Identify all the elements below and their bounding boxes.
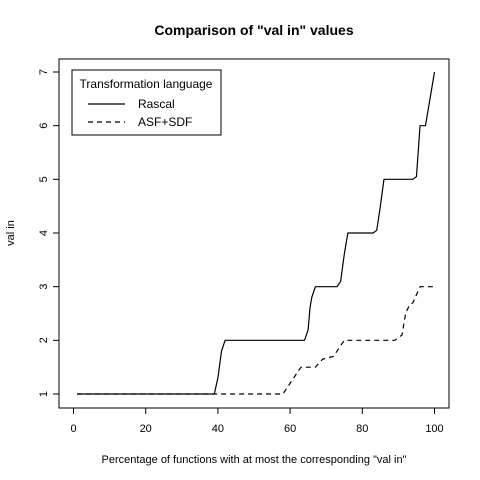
legend-label-rascal: Rascal — [138, 97, 175, 111]
y-tick-label: 6 — [38, 123, 50, 129]
x-tick-label: 80 — [356, 423, 368, 435]
y-tick-label: 4 — [38, 230, 50, 236]
y-tick-label: 5 — [38, 176, 50, 182]
y-tick-label: 3 — [38, 284, 50, 290]
legend-title: Transformation language — [80, 77, 213, 91]
y-tick-label: 7 — [38, 69, 50, 75]
legend: Transformation language Rascal ASF+SDF — [71, 69, 222, 136]
y-axis-label: val in — [5, 220, 17, 246]
y-tick-label: 2 — [38, 337, 50, 343]
legend-box — [71, 69, 222, 136]
x-tick-label: 60 — [284, 423, 296, 435]
x-tick-label: 100 — [425, 423, 443, 435]
series-line-rascal — [77, 71, 436, 395]
series-layer — [77, 71, 436, 395]
x-tick-label: 40 — [212, 423, 224, 435]
chart-title: Comparison of "val in" values — [154, 22, 353, 38]
x-tick-label: 20 — [140, 423, 152, 435]
x-axis-label: Percentage of functions with at most the… — [102, 454, 407, 466]
y-axis: 1 2 3 4 5 6 7 — [38, 69, 60, 397]
legend-label-asf-sdf: ASF+SDF — [138, 115, 192, 129]
y-tick-label: 1 — [38, 391, 50, 397]
legend-entries: Rascal ASF+SDF — [88, 97, 192, 129]
x-tick-label: 0 — [70, 423, 76, 435]
x-axis: 0 20 40 60 80 100 — [70, 407, 444, 435]
